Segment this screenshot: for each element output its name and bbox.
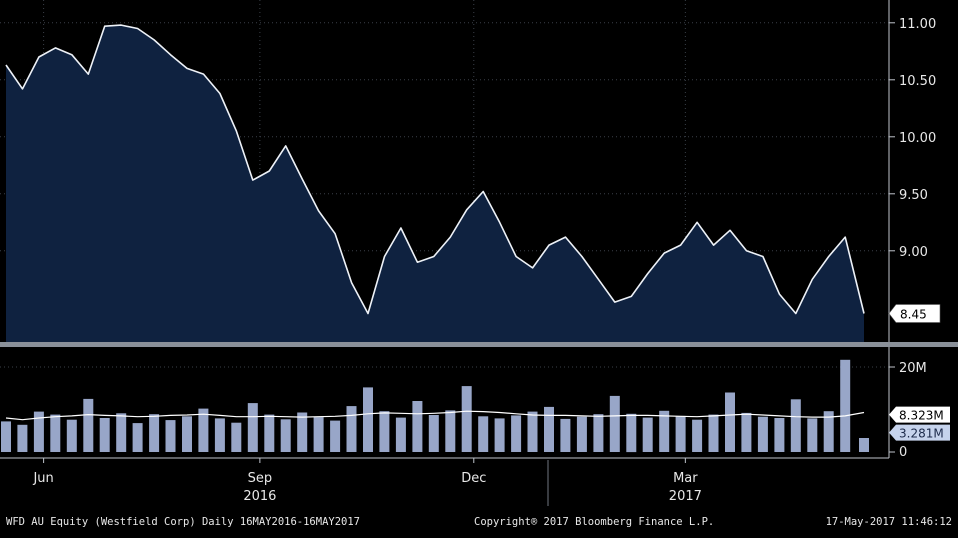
volume-average-tag: 8.323M <box>889 406 950 423</box>
volume-bar <box>395 417 406 452</box>
volume-last-tag-shape <box>889 424 950 441</box>
volume-bar <box>741 412 752 452</box>
volume-bar <box>313 417 324 452</box>
volume-bar <box>544 406 554 452</box>
x-axis: Jun Sep Dec Mar 2016 2017 <box>0 457 889 506</box>
volume-bar <box>182 416 192 452</box>
volume-bar <box>807 418 818 452</box>
volume-bar <box>231 422 242 452</box>
x-tick-label: Mar <box>673 471 698 486</box>
volume-bar <box>99 418 110 452</box>
volume-bar <box>445 410 456 452</box>
volume-bar <box>708 414 719 452</box>
volume-bar <box>1 421 11 452</box>
volume-bar <box>149 414 160 452</box>
volume-bar <box>83 398 94 452</box>
price-tick-label: 11.00 <box>899 17 936 32</box>
volume-bar <box>116 413 127 452</box>
volume-y-axis: 20M 0 <box>889 361 927 460</box>
x-year-label: 2016 <box>243 489 276 504</box>
volume-bar <box>692 419 703 452</box>
volume-bar <box>757 416 768 452</box>
x-tick-label: Sep <box>248 471 273 486</box>
last-price-tag-shape <box>888 304 941 323</box>
volume-bar <box>346 406 357 452</box>
panel-separator <box>0 342 958 347</box>
price-area <box>6 25 864 342</box>
volume-bar <box>50 414 61 452</box>
volume-bar <box>165 420 176 452</box>
volume-bar <box>247 403 258 452</box>
volume-bar <box>330 420 341 452</box>
x-tick-label: Dec <box>461 471 486 486</box>
volume-bar <box>790 399 801 452</box>
volume-bar <box>132 423 143 452</box>
volume-bar <box>593 414 604 452</box>
volume-bar <box>840 359 851 452</box>
volume-bar <box>297 412 308 452</box>
volume-bar <box>494 418 505 452</box>
volume-bar <box>823 411 834 452</box>
volume-average-tag-shape <box>889 406 950 423</box>
volume-bar <box>66 419 77 452</box>
x-year-label: 2017 <box>669 489 702 504</box>
volume-bar <box>642 417 653 452</box>
volume-bar <box>527 411 538 452</box>
last-price-value: 8.45 <box>900 308 927 322</box>
x-tick-label: Jun <box>32 471 53 486</box>
volume-bar <box>659 410 670 452</box>
volume-panel: 20M 0 8.323M 3.281M <box>0 347 950 460</box>
volume-bar <box>626 413 637 453</box>
volume-bar <box>363 387 373 452</box>
price-line <box>5 24 865 315</box>
volume-bar <box>725 392 735 452</box>
volume-average-value: 8.323M <box>899 409 944 423</box>
volume-bar <box>478 416 489 452</box>
volume-bar <box>428 415 439 452</box>
price-tick-label: 9.00 <box>899 245 928 260</box>
footer: WFD AU Equity (Westfield Corp) Daily 16M… <box>6 516 952 528</box>
price-panel: 11.00 10.50 10.00 9.50 9.00 8.45 <box>0 0 941 342</box>
volume-bar <box>859 438 869 452</box>
last-price-tag: 8.45 <box>888 304 941 323</box>
volume-tick-label: 20M <box>899 361 927 376</box>
footer-security-info: WFD AU Equity (Westfield Corp) Daily 16M… <box>6 516 360 528</box>
footer-timestamp: 17-May-2017 11:46:12 <box>826 516 952 528</box>
volume-bar <box>198 408 209 452</box>
volume-bar <box>560 418 571 452</box>
volume-last-tag: 3.281M <box>889 424 950 441</box>
volume-bar <box>280 419 291 452</box>
price-y-axis: 11.00 10.50 10.00 9.50 9.00 <box>889 17 936 260</box>
volume-bar <box>412 401 423 452</box>
price-tick-label: 10.00 <box>899 131 936 146</box>
volume-zero-tick-label: 0 <box>899 445 907 460</box>
volume-bar <box>17 424 28 452</box>
volume-last-value: 3.281M <box>899 427 944 441</box>
volume-bar <box>675 415 686 452</box>
volume-bar <box>264 414 275 452</box>
price-tick-label: 9.50 <box>899 188 928 203</box>
volume-bar <box>461 386 472 452</box>
volume-bar <box>33 411 44 452</box>
volume-bar <box>609 395 620 452</box>
footer-copyright: Copyright® 2017 Bloomberg Finance L.P. <box>474 516 714 528</box>
volume-bar <box>379 411 390 452</box>
volume-bar <box>774 418 785 452</box>
volume-bar <box>214 418 225 452</box>
volume-bar <box>511 415 522 452</box>
volume-bars <box>1 359 869 453</box>
price-tick-label: 10.50 <box>899 74 936 89</box>
volume-average-line <box>5 410 865 421</box>
volume-bar <box>576 416 587 452</box>
